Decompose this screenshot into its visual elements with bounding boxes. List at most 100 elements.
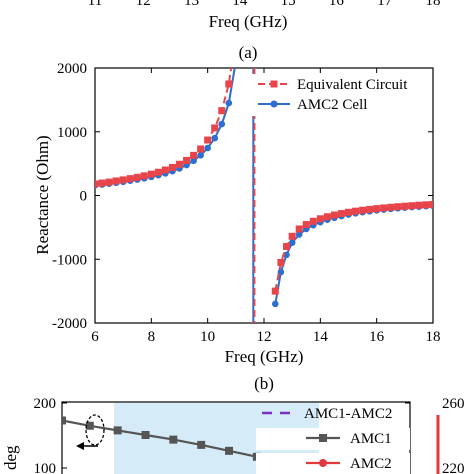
y-axis-label: Reactance (Ohm) bbox=[33, 135, 52, 254]
legend-swatch-marker-c bbox=[319, 434, 327, 442]
data-point bbox=[295, 231, 303, 238]
data-point bbox=[380, 204, 388, 212]
data-point bbox=[218, 120, 226, 128]
data-point bbox=[211, 124, 219, 132]
data-point bbox=[154, 168, 162, 176]
data-point bbox=[197, 152, 204, 159]
data-point-c bbox=[113, 426, 122, 435]
legend-label: Equivalent Circuit bbox=[297, 77, 408, 93]
top-x-tick-label: 13 bbox=[184, 0, 199, 9]
legend-label-c: AMC1 bbox=[350, 431, 392, 447]
data-point bbox=[204, 144, 211, 152]
legend-c: AMC1-AMC2 AMC1 AMC2 bbox=[256, 406, 410, 474]
data-point bbox=[126, 175, 134, 183]
data-point bbox=[408, 202, 416, 210]
data-point bbox=[323, 213, 331, 221]
y-tick-label: -2000 bbox=[52, 316, 87, 332]
data-point bbox=[176, 160, 183, 168]
data-point bbox=[140, 172, 148, 180]
data-point-c bbox=[141, 431, 150, 439]
annotation-ellipse bbox=[85, 414, 105, 446]
data-point bbox=[147, 170, 155, 178]
data-point-c bbox=[197, 440, 206, 449]
series-line bbox=[274, 203, 433, 292]
legend-swatch-marker bbox=[270, 80, 278, 88]
legend: Equivalent Circuit AMC2 Cell bbox=[252, 74, 432, 116]
y-tick-label-c: 100 bbox=[34, 461, 57, 474]
top-x-tick-label: 16 bbox=[329, 0, 345, 9]
x-tick-label: 16 bbox=[369, 329, 385, 345]
data-point bbox=[190, 151, 198, 159]
x-tick-label: 14 bbox=[313, 329, 329, 345]
data-point bbox=[225, 99, 233, 107]
reactance-chart: 6 8 10 12 14 16 18 2000 1000 0 -1000 -2000 Freq (G… bbox=[33, 61, 441, 393]
data-point bbox=[133, 173, 141, 181]
data-point bbox=[161, 166, 169, 174]
data-point bbox=[98, 179, 106, 187]
data-point-c bbox=[169, 435, 178, 444]
data-point bbox=[359, 206, 367, 214]
x-tick-labels: 6 8 10 12 14 16 18 bbox=[91, 329, 440, 345]
legend-label-c: AMC2 bbox=[350, 456, 392, 472]
top-x-tick-label: 15 bbox=[281, 0, 296, 9]
data-point bbox=[95, 180, 99, 188]
data-point bbox=[168, 163, 176, 171]
y-tick-label-c: 200 bbox=[34, 396, 57, 412]
x-tick-label: 10 bbox=[200, 329, 215, 345]
y-axis-label-c-fragment: deg bbox=[1, 445, 20, 470]
series-line bbox=[274, 204, 433, 305]
data-point bbox=[373, 205, 381, 213]
data-point bbox=[225, 80, 233, 88]
tick-marks bbox=[94, 67, 434, 324]
data-point bbox=[283, 243, 291, 250]
data-point bbox=[345, 208, 352, 216]
top-x-tick-label: 11 bbox=[88, 0, 102, 9]
x-tick-label: 6 bbox=[91, 329, 99, 345]
x-tick-label: 8 bbox=[148, 329, 156, 345]
y-tick-label: -1000 bbox=[52, 252, 87, 268]
axis-annotation bbox=[76, 414, 105, 450]
top-x-tick-labels: 11 12 13 14 15 16 17 18 bbox=[88, 0, 441, 9]
data-point bbox=[422, 201, 430, 209]
y2-tick-labels-c: 260 220 bbox=[442, 396, 465, 474]
data-point bbox=[204, 136, 212, 144]
data-point bbox=[309, 217, 317, 225]
top-x-tick-label: 14 bbox=[232, 0, 248, 9]
data-point bbox=[288, 232, 296, 240]
data-point bbox=[302, 221, 310, 229]
data-point bbox=[277, 258, 285, 266]
data-series bbox=[95, 68, 433, 323]
y2-tick-label-c: 220 bbox=[442, 461, 465, 474]
data-point-c bbox=[225, 446, 234, 455]
data-point-c bbox=[85, 421, 94, 430]
top-x-axis-label: Freq (GHz) bbox=[209, 12, 288, 31]
legend-box bbox=[252, 74, 432, 116]
legend-swatch-marker-c bbox=[319, 459, 327, 467]
data-point bbox=[288, 239, 296, 246]
top-x-tick-label: 18 bbox=[426, 0, 441, 9]
y-tick-label: 0 bbox=[80, 189, 88, 205]
legend-label-c: AMC1-AMC2 bbox=[304, 406, 392, 422]
data-point bbox=[366, 205, 374, 213]
annotation-arrowhead bbox=[76, 442, 84, 450]
y-tick-labels: 2000 1000 0 -1000 -2000 bbox=[52, 61, 87, 332]
data-point-c bbox=[62, 416, 66, 425]
caption-b: (b) bbox=[254, 374, 274, 393]
data-point bbox=[330, 211, 338, 219]
data-point bbox=[183, 156, 191, 164]
y-tick-labels-c: 200 100 bbox=[34, 396, 57, 474]
y2-tick-label-c: 260 bbox=[442, 396, 465, 412]
y-tick-label: 1000 bbox=[57, 125, 87, 141]
phase-chart: 200 100 260 220 AMC1-AMC2 AMC1 AMC2 deg bbox=[1, 396, 465, 474]
data-point bbox=[295, 225, 303, 233]
data-point bbox=[415, 201, 423, 209]
data-point bbox=[211, 134, 219, 142]
data-point bbox=[352, 207, 360, 215]
data-point bbox=[401, 202, 409, 210]
data-point bbox=[271, 287, 279, 295]
x-tick-label: 18 bbox=[426, 329, 441, 345]
data-point bbox=[271, 300, 279, 308]
data-point bbox=[119, 176, 127, 184]
data-point bbox=[197, 145, 205, 153]
